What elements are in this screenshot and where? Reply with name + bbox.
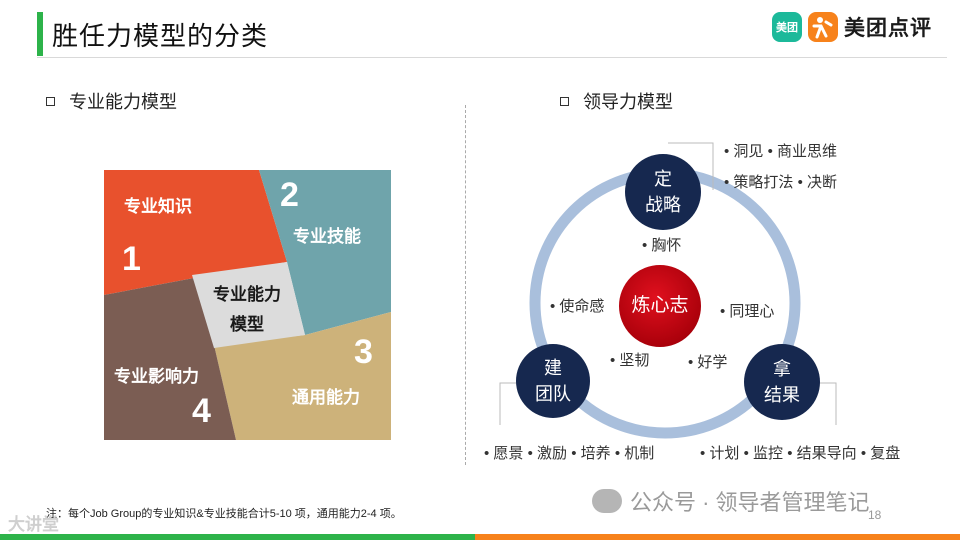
watermark-left: 大讲堂: [8, 515, 59, 534]
core-label-text: 炼心志: [631, 295, 689, 316]
page-title: 胜任力模型的分类: [52, 21, 269, 51]
trait-item: • 同理心: [720, 303, 775, 320]
checkbox-bullet-icon: [560, 96, 569, 106]
trait-item: • 坚韧: [610, 352, 650, 369]
quadrant-label-knowledge: 专业知识: [124, 197, 192, 216]
trait-item: • 好学: [688, 354, 728, 371]
center-label-line1: 专业能力: [213, 285, 281, 304]
strategy-bracket: [668, 142, 714, 190]
trait-item: • 使命感: [550, 298, 605, 315]
node-strategy-line2: 战略: [645, 195, 681, 215]
title-accent-bar: [37, 12, 43, 56]
team-items-row: • 愿景 • 激励 • 培养 • 机制: [484, 445, 655, 462]
quadrant-number-2: 2: [280, 176, 299, 214]
quadrant-professional-skill: [259, 170, 391, 335]
node-result-line1: 拿: [773, 359, 791, 379]
trait-item: • 胸怀: [642, 237, 682, 254]
section-heading-professional: 专业能力模型: [46, 88, 177, 114]
dashed-divider: [465, 105, 466, 465]
wechat-icon: [592, 489, 622, 513]
section-heading-label: 领导力模型: [583, 92, 673, 112]
quadrant-general-ability: [214, 312, 391, 440]
center-block: [192, 262, 305, 348]
title-divider: [37, 57, 947, 58]
strategy-items-row1: • 洞见 • 商业思维: [724, 143, 838, 160]
watermark-right: 公众号 · 领导者管理笔记: [592, 485, 870, 517]
node-team: 建 团队: [516, 344, 590, 418]
result-items-row: • 计划 • 监控 • 结果导向 • 复盘: [700, 445, 901, 462]
meituan-logo: 美团 美团点评: [772, 12, 932, 42]
section-heading-label: 专业能力模型: [69, 92, 177, 112]
checkbox-bullet-icon: [46, 96, 55, 106]
center-label-line2: 模型: [230, 315, 264, 334]
quadrant-label-influence: 专业影响力: [114, 367, 199, 386]
section-heading-leadership: 领导力模型: [560, 88, 673, 114]
team-bracket: [499, 382, 522, 425]
node-strategy: 定 战略: [625, 154, 701, 230]
bottom-bar-orange: [475, 534, 960, 540]
dianping-logo-icon: [808, 12, 838, 42]
quadrant-label-general: 通用能力: [292, 388, 360, 407]
node-result: 拿 结果: [744, 344, 820, 420]
quadrant-label-skill: 专业技能: [293, 227, 361, 246]
quadrant-number-4: 4: [192, 392, 211, 430]
result-bracket: [814, 382, 837, 425]
core-label: 炼心志: [618, 264, 702, 348]
quadrant-professional-influence: [104, 278, 236, 440]
strategy-items-row2: • 策略打法 • 决断: [724, 174, 838, 191]
quadrant-number-1: 1: [122, 240, 141, 278]
node-result-line2: 结果: [764, 385, 800, 405]
node-team-line1: 建: [544, 358, 562, 378]
leadership-model-diagram: 定 战略 建 团队 拿 结果 炼心志 • 胸怀 • 使命感 • 同理心 • 坚韧…: [470, 135, 960, 475]
node-team-line2: 团队: [535, 384, 571, 404]
logo-text: 美团点评: [844, 17, 932, 40]
core-circle: [617, 263, 703, 349]
quadrant-number-3: 3: [354, 333, 373, 371]
page-number: 18: [868, 508, 882, 522]
watermark-right-text: 公众号 · 领导者管理笔记: [630, 490, 870, 515]
node-strategy-line1: 定: [654, 169, 672, 189]
quadrant-professional-knowledge: [104, 170, 287, 295]
footnote: 注：每个Job Group的专业知识&专业技能合计5-10 项，通用能力2-4 …: [46, 508, 402, 520]
professional-model-diagram: 专业知识 1 2 专业技能 3 通用能力 专业影响力 4 专业能力 模型: [104, 170, 391, 440]
logo-badge: 美团: [772, 12, 802, 42]
center-label: 专业能力 模型: [196, 280, 298, 340]
bottom-bar-green: [0, 534, 475, 540]
